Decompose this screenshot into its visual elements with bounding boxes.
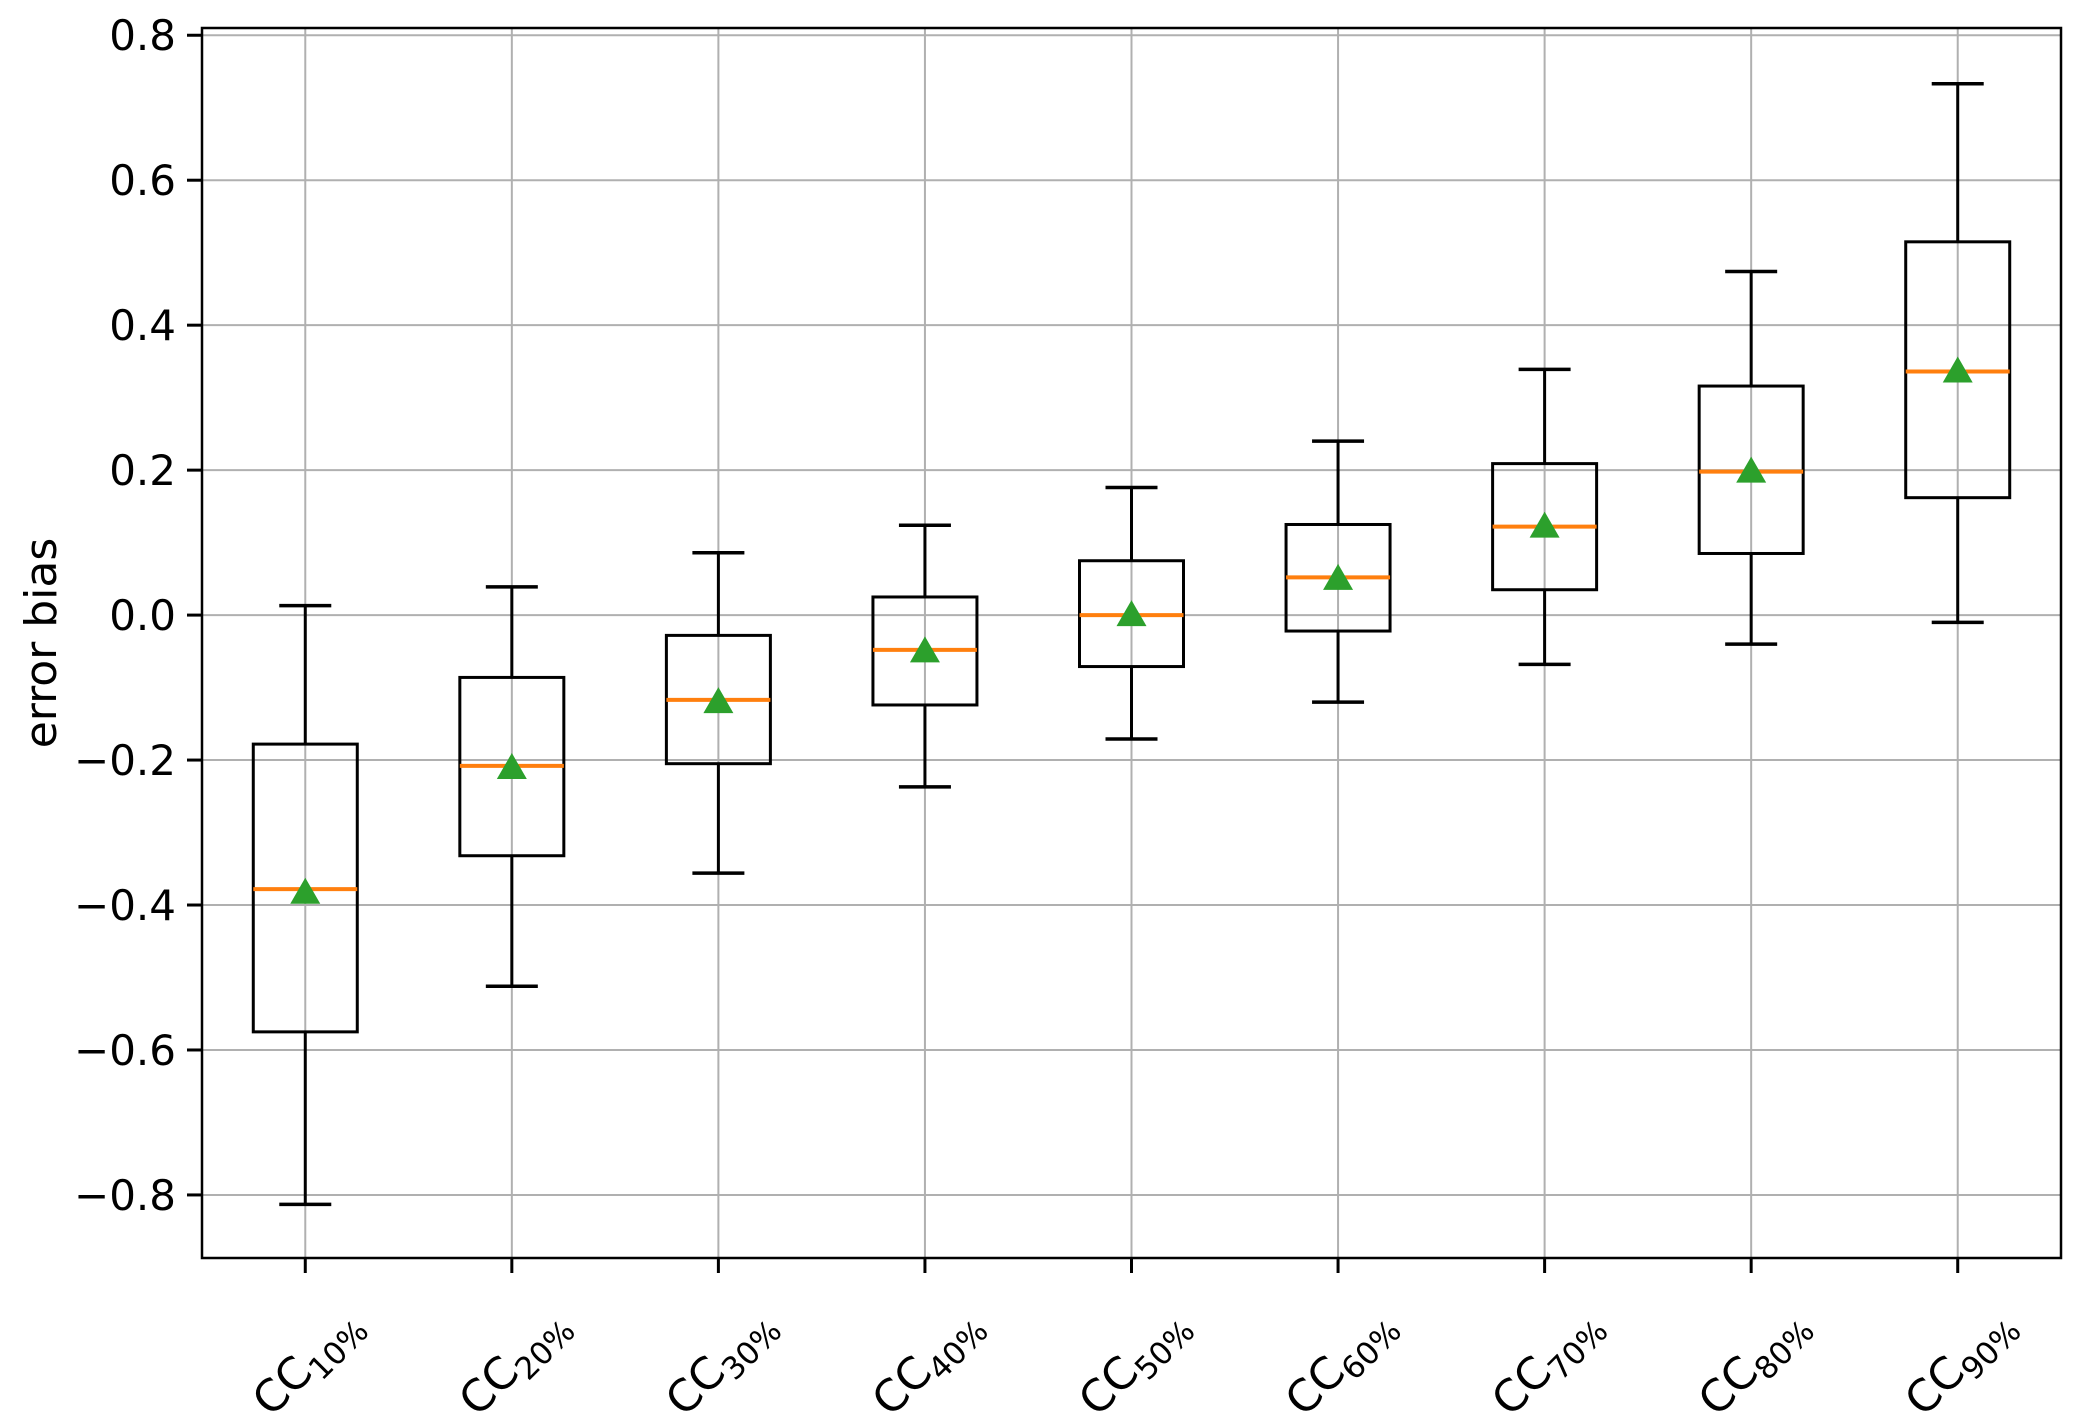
mean-marker (1529, 511, 1560, 538)
axes-spines (200, 26, 2063, 1260)
mean-marker (290, 877, 321, 904)
box-group (664, 551, 772, 875)
x-tick-label: CC40% (862, 1298, 995, 1424)
box-layer (251, 82, 2012, 1207)
box-group (1697, 269, 1805, 646)
x-tick-label: CC60% (1276, 1298, 1409, 1424)
mean-marker (703, 687, 734, 714)
x-tick-label: CC50% (1069, 1298, 1202, 1424)
box-group (1284, 439, 1392, 704)
y-tick-label: −0.8 (74, 1171, 176, 1220)
mean-marker (1116, 600, 1147, 627)
y-tick-label: −0.4 (74, 881, 176, 930)
mean-marker (1942, 356, 1973, 383)
y-tick-label: 0.4 (109, 301, 176, 350)
x-tick-label: CC70% (1482, 1298, 1615, 1424)
box-group (1904, 82, 2012, 625)
mean-marker (909, 636, 940, 663)
x-tick-label: CC20% (449, 1298, 582, 1424)
box-group (1078, 485, 1185, 741)
mean-marker (496, 753, 527, 780)
x-tick-label: CC90% (1895, 1298, 2028, 1424)
y-tick-label: 0.6 (109, 156, 176, 205)
y-tick-label: −0.2 (74, 736, 176, 785)
y-tick-label: −0.6 (74, 1026, 176, 1075)
x-tick-label: CC10% (243, 1298, 376, 1424)
y-tick-label: 0.0 (109, 591, 176, 640)
box-group (1491, 367, 1599, 667)
mean-marker (1323, 563, 1354, 590)
x-tick-label: CC80% (1689, 1298, 1822, 1424)
mean-marker (1736, 456, 1767, 483)
box-group (458, 585, 566, 988)
box-group (871, 523, 979, 789)
y-axis-label: error bias (16, 538, 67, 749)
grid-layer (202, 28, 2061, 1258)
y-tick-label: 0.8 (109, 11, 176, 60)
box-group (251, 603, 359, 1207)
tick-layer: 0.8 0.6 0.4 0.2 0.0 −0.2 −0.4 −0.6 −0.8 CC10% CC20… (74, 11, 2028, 1424)
x-tick-label: CC30% (656, 1298, 789, 1424)
y-tick-label: 0.2 (109, 446, 176, 495)
